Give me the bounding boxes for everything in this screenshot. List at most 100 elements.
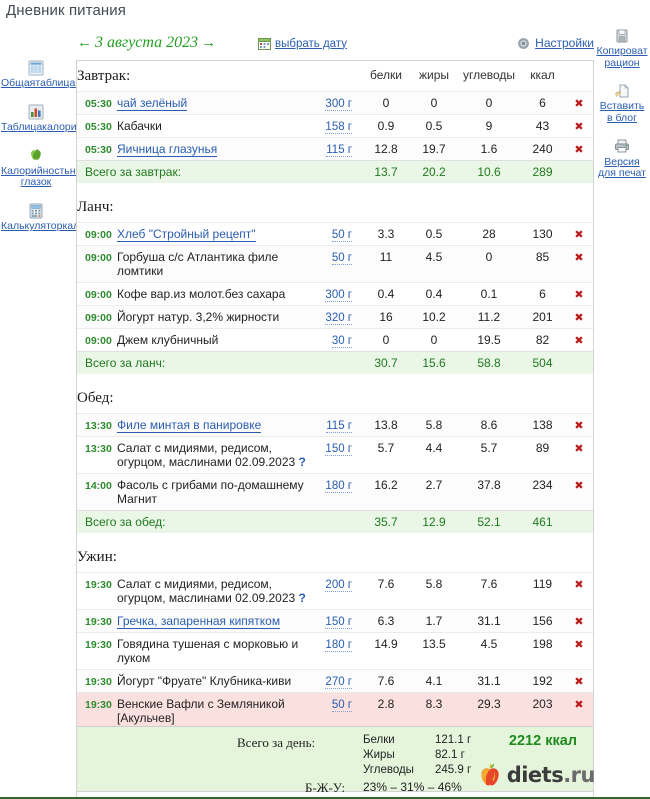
item-quantity-link[interactable]: 30 г <box>331 335 352 348</box>
item-name[interactable]: Яичница глазунья <box>117 137 310 161</box>
item-quantity-link[interactable]: 300 г <box>325 98 352 111</box>
item-quantity[interactable]: 50 г <box>310 222 362 246</box>
item-delete[interactable]: ✖ <box>565 91 593 115</box>
item-delete[interactable]: ✖ <box>565 669 593 693</box>
delete-icon[interactable]: ✖ <box>574 335 584 347</box>
item-quantity-link[interactable]: 158 г <box>325 121 352 134</box>
item-quantity[interactable]: 115 г <box>310 413 362 437</box>
item-quantity[interactable]: 320 г <box>310 305 362 329</box>
item-quantity[interactable]: 30 г <box>310 328 362 352</box>
delete-icon[interactable]: ✖ <box>574 699 584 711</box>
item-quantity-link[interactable]: 320 г <box>325 312 352 325</box>
pick-date-link[interactable]: выбрать дату <box>275 37 347 50</box>
delete-icon[interactable]: ✖ <box>574 676 584 688</box>
settings-control[interactable]: Настройки <box>517 36 594 50</box>
sidebar-left-item-0[interactable]: Общаятаблицакалорийности <box>0 60 143 90</box>
item-quantity-link[interactable]: 150 г <box>325 616 352 629</box>
delete-icon[interactable]: ✖ <box>574 289 584 301</box>
item-delete[interactable]: ✖ <box>565 137 593 161</box>
item-help-icon[interactable]: ? <box>298 455 306 469</box>
item-quantity-link[interactable]: 180 г <box>325 639 352 652</box>
item-quantity-link[interactable]: 115 г <box>326 420 352 433</box>
item-quantity[interactable]: 200 г <box>310 572 362 610</box>
sidebar-left-item-0-label[interactable]: Общаятаблицакалорийности <box>0 77 143 90</box>
sidebar-right-item-2[interactable]: Версия для печат <box>594 138 650 179</box>
item-name-link[interactable]: Хлеб "Стройный рецепт" <box>117 227 256 242</box>
delete-icon[interactable]: ✖ <box>574 252 584 264</box>
item-quantity[interactable]: 158 г <box>310 114 362 138</box>
item-quantity[interactable]: 180 г <box>310 473 362 511</box>
site-logo[interactable]: diets.ru <box>477 761 595 789</box>
item-quantity-link[interactable]: 50 г <box>331 229 352 242</box>
item-name[interactable]: Гречка, запаренная кипятком <box>117 609 310 633</box>
item-delete[interactable]: ✖ <box>565 692 593 730</box>
item-name-link[interactable]: чай зелёный <box>117 96 188 111</box>
sidebar-left-item-1[interactable]: Таблицакалорийностимоихпродуктов <box>0 104 184 134</box>
item-quantity[interactable]: 115 г <box>310 137 362 161</box>
delete-icon[interactable]: ✖ <box>574 639 584 651</box>
item-name[interactable]: Хлеб "Стройный рецепт" <box>117 222 310 246</box>
item-quantity-link[interactable]: 270 г <box>325 676 352 689</box>
delete-icon[interactable]: ✖ <box>574 579 584 591</box>
delete-icon[interactable]: ✖ <box>574 616 584 628</box>
delete-icon[interactable]: ✖ <box>574 443 584 455</box>
item-quantity[interactable]: 50 г <box>310 245 362 283</box>
item-name-link[interactable]: Яичница глазунья <box>117 142 218 157</box>
delete-icon[interactable]: ✖ <box>574 144 584 156</box>
sidebar-right-item-1-label[interactable]: Вставить в блог <box>594 101 650 124</box>
item-delete[interactable]: ✖ <box>565 572 593 610</box>
item-delete[interactable]: ✖ <box>565 305 593 329</box>
sidebar-left-item-2[interactable]: Калорийностьна глазок <box>0 147 81 189</box>
item-delete[interactable]: ✖ <box>565 328 593 352</box>
item-quantity-link[interactable]: 115 г <box>326 144 352 157</box>
item-kcal: 85 <box>520 245 565 283</box>
delete-icon[interactable]: ✖ <box>574 229 584 241</box>
item-delete[interactable]: ✖ <box>565 436 593 474</box>
sidebar-right-item-0-label[interactable]: Копироват рацион <box>594 46 650 69</box>
delete-icon[interactable]: ✖ <box>574 312 584 324</box>
item-quantity[interactable]: 50 г <box>310 692 362 730</box>
item-quantity-link[interactable]: 50 г <box>331 252 352 265</box>
item-name-link[interactable]: Филе минтая в панировке <box>117 418 262 433</box>
item-delete[interactable]: ✖ <box>565 473 593 511</box>
sidebar-right-item-1[interactable]: Вставить в блог <box>594 83 650 124</box>
item-kcal: 201 <box>520 305 565 329</box>
sidebar-left-item-2-label[interactable]: Калорийностьна глазок <box>0 165 81 189</box>
delete-icon[interactable]: ✖ <box>574 480 584 492</box>
delete-icon[interactable]: ✖ <box>574 121 584 133</box>
item-quantity-link[interactable]: 180 г <box>325 480 352 493</box>
sidebar-left-item-3[interactable]: Калькуляторкалорийностиготовогоблюда <box>0 203 202 233</box>
sidebar-right-item-0[interactable]: Копироват рацион <box>594 28 650 69</box>
delete-icon[interactable]: ✖ <box>574 420 584 432</box>
sidebar-right-item-2-label[interactable]: Версия для печат <box>594 156 650 180</box>
sidebar-left: Общаятаблицакалорийности Таблицакалорийно… <box>0 60 202 246</box>
item-quantity-link[interactable]: 50 г <box>331 699 352 712</box>
item-name[interactable]: Филе минтая в панировке <box>117 413 310 437</box>
pick-date-control[interactable]: выбрать дату <box>258 37 347 50</box>
item-delete[interactable]: ✖ <box>565 632 593 670</box>
item-quantity-link[interactable]: 150 г <box>325 443 352 456</box>
item-delete[interactable]: ✖ <box>565 114 593 138</box>
item-delete[interactable]: ✖ <box>565 609 593 633</box>
item-quantity[interactable]: 270 г <box>310 669 362 693</box>
item-delete[interactable]: ✖ <box>565 245 593 283</box>
delete-icon[interactable]: ✖ <box>574 98 584 110</box>
sidebar-left-item-1-label[interactable]: Таблицакалорийностимоихпродуктов <box>0 121 184 134</box>
settings-link[interactable]: Настройки <box>535 36 594 50</box>
item-quantity[interactable]: 300 г <box>310 91 362 115</box>
item-quantity[interactable]: 300 г <box>310 282 362 306</box>
item-quantity[interactable]: 180 г <box>310 632 362 670</box>
item-delete[interactable]: ✖ <box>565 282 593 306</box>
prev-day-button[interactable]: ← <box>77 35 92 51</box>
item-delete[interactable]: ✖ <box>565 413 593 437</box>
item-name-link[interactable]: Гречка, запаренная кипятком <box>117 614 281 629</box>
item-quantity-link[interactable]: 200 г <box>325 579 352 592</box>
sidebar-left-item-3-label[interactable]: Калькуляторкалорийностиготовогоблюда <box>0 220 202 233</box>
item-name[interactable]: чай зелёный <box>117 91 310 115</box>
item-delete[interactable]: ✖ <box>565 222 593 246</box>
item-quantity[interactable]: 150 г <box>310 436 362 474</box>
next-day-button[interactable]: → <box>201 35 217 51</box>
item-help-icon[interactable]: ? <box>298 591 306 605</box>
item-quantity-link[interactable]: 300 г <box>325 289 352 302</box>
item-quantity[interactable]: 150 г <box>310 609 362 633</box>
